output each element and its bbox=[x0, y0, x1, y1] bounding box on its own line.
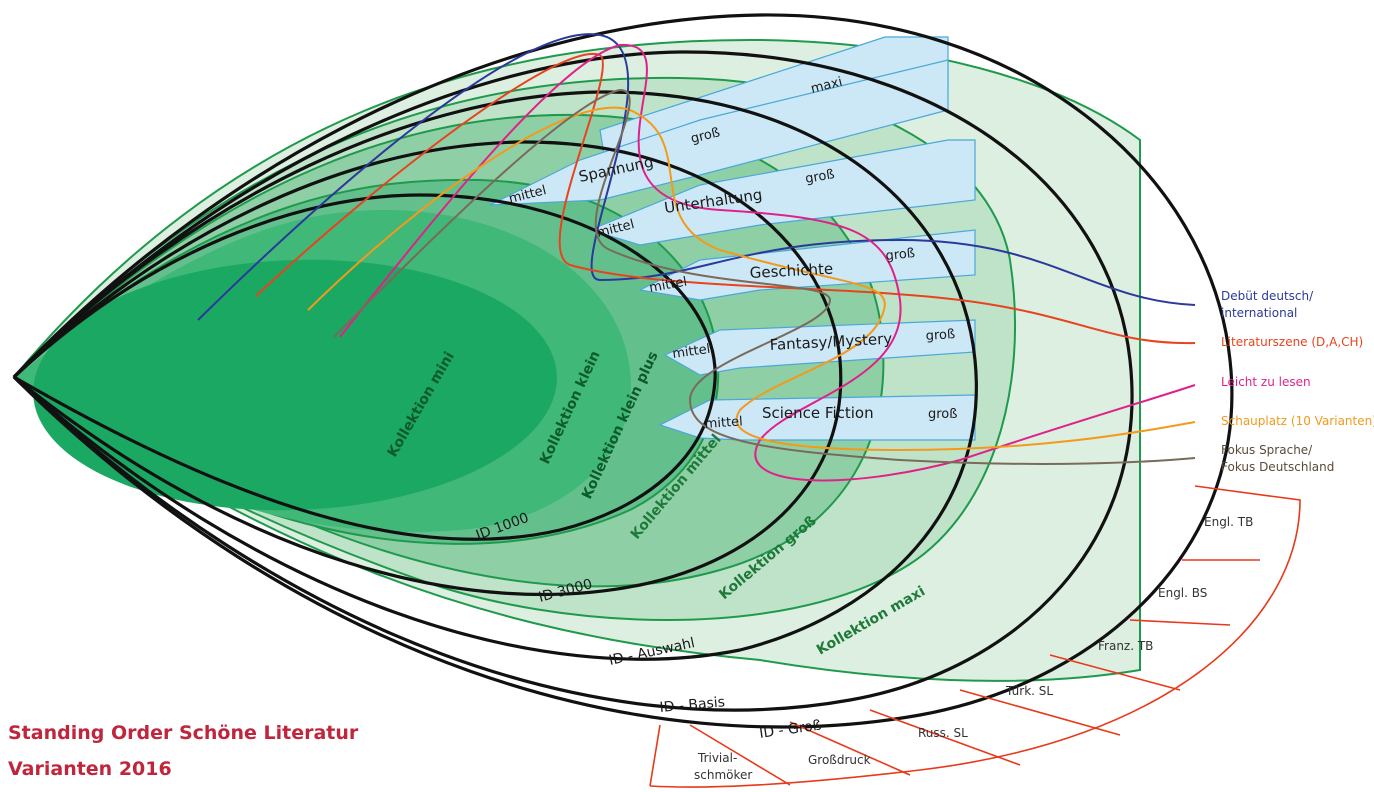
legend-fokus: Fokus Sprache/ bbox=[1221, 443, 1313, 457]
label-gross-geschichte: groß bbox=[885, 246, 916, 264]
variant-legend: Debüt deutsch/ international Literatursz… bbox=[1221, 289, 1374, 474]
label-mittel-fantasy: mittel bbox=[671, 342, 711, 362]
diagram-title: Standing Order Schöne Literatur bbox=[8, 722, 359, 744]
label-id-gross: ID - Groß bbox=[758, 717, 822, 742]
variant-line-fokus bbox=[333, 88, 1196, 465]
variant-line-literaturszene bbox=[255, 52, 1196, 345]
label-engl-bs: Engl. BS bbox=[1158, 586, 1207, 600]
label-maxi: maxi bbox=[809, 75, 844, 97]
label-russ-sl: Russ. SL bbox=[918, 726, 968, 740]
label-trivial-1: Trivial- bbox=[697, 751, 737, 765]
band-scifi bbox=[658, 394, 976, 441]
extras-section bbox=[649, 485, 1301, 788]
label-grossdruck: Großdruck bbox=[808, 753, 871, 767]
legend-leicht: Leicht zu lesen bbox=[1221, 375, 1311, 389]
label-gross-scifi: groß bbox=[928, 407, 957, 422]
legend-schauplatz: Schauplatz (10 Varianten) bbox=[1221, 414, 1374, 428]
genre-bands bbox=[489, 36, 976, 441]
label-id-basis: ID - Basis bbox=[659, 694, 726, 716]
band-unterhaltung bbox=[588, 139, 976, 246]
diagram-subtitle: Varianten 2016 bbox=[8, 758, 172, 780]
extras-divider bbox=[1129, 619, 1231, 626]
legend-fokus-2: Fokus Deutschland bbox=[1221, 460, 1334, 474]
label-franz-tb: Franz. TB bbox=[1098, 639, 1153, 653]
variant-lines bbox=[197, 33, 1196, 482]
variant-line-debuet bbox=[197, 33, 1196, 321]
extras-divider bbox=[959, 689, 1121, 736]
legend-debuet: Debüt deutsch/ bbox=[1221, 289, 1314, 303]
id-auswahl-curve bbox=[12, 90, 978, 661]
label-geschichte: Geschichte bbox=[749, 260, 833, 282]
variant-line-schauplatz bbox=[307, 106, 1196, 452]
label-mittel-geschichte: mittel bbox=[648, 275, 688, 296]
label-tuerk-sl: Türk. SL bbox=[1005, 684, 1053, 698]
extras-divider bbox=[649, 724, 661, 787]
id-1000-curve bbox=[12, 193, 717, 541]
extras-divider bbox=[789, 721, 911, 776]
label-trivial-2: schmöker bbox=[694, 768, 752, 782]
id-gross-curve bbox=[12, 13, 1234, 729]
band-geschichte bbox=[638, 229, 976, 301]
extras-outline bbox=[649, 485, 1301, 788]
legend-literaturszene: Literaturszene (D,A,CH) bbox=[1221, 335, 1363, 349]
label-engl-tb: Engl. TB bbox=[1204, 515, 1253, 529]
label-mittel-scifi: mittel bbox=[704, 414, 743, 432]
label-gross-fantasy: groß bbox=[925, 327, 955, 344]
extras-divider bbox=[1049, 654, 1181, 691]
id-3000-curve bbox=[12, 140, 843, 597]
extras-divider bbox=[869, 709, 1021, 766]
label-scifi: Science Fiction bbox=[762, 404, 874, 422]
legend-debuet-2: international bbox=[1221, 306, 1297, 320]
kollektion-mini-area bbox=[33, 259, 557, 511]
variant-line-leicht bbox=[339, 43, 1196, 482]
label-gross-spannung: groß bbox=[689, 125, 721, 147]
band-spannung bbox=[489, 59, 949, 206]
label-gross-unterhaltung: groß bbox=[804, 167, 836, 187]
extras-divider bbox=[689, 724, 791, 786]
